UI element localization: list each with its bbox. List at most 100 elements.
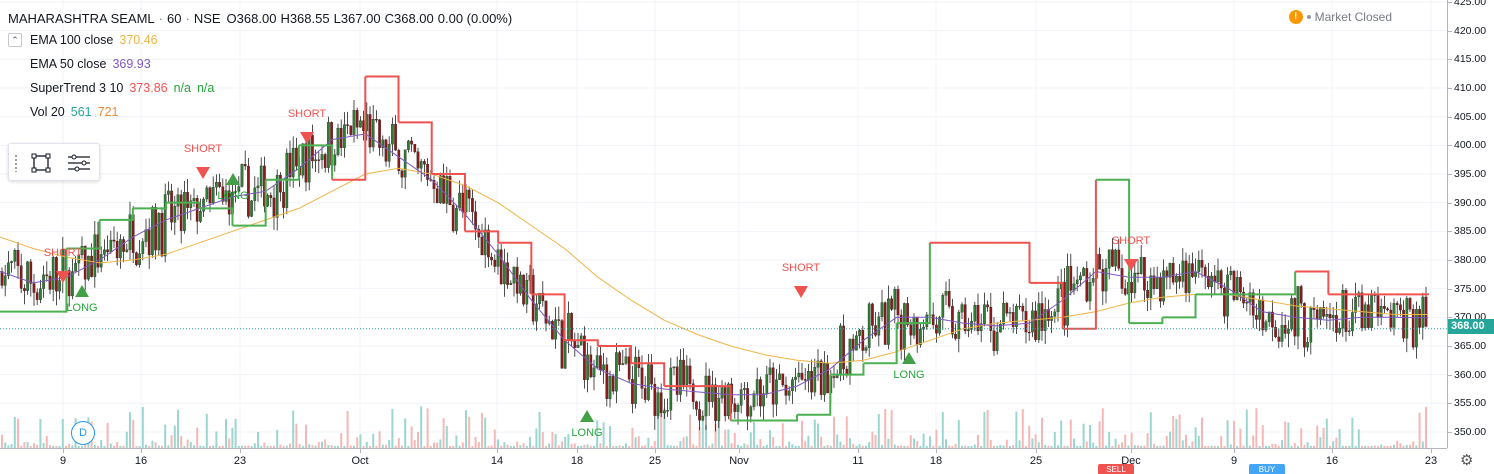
volume-bar (1108, 431, 1111, 448)
volume-bar (644, 445, 647, 448)
interval-label[interactable]: 60 (167, 10, 182, 26)
price-chart[interactable] (0, 0, 1447, 448)
volume-bar (762, 445, 765, 448)
buy-badge[interactable]: BUY (1249, 464, 1285, 474)
time-tick-label: 16 (1325, 455, 1339, 467)
candle-body (839, 325, 842, 375)
volume-bar (305, 424, 307, 448)
menu-lines-icon[interactable] (65, 149, 93, 177)
price-tickmark (1448, 374, 1452, 376)
candle-body (87, 255, 90, 280)
studies-legend: ⌃ EMA 100 close 370.46 EMA 50 close 369.93 Su… (8, 28, 512, 124)
candle-body (13, 250, 17, 262)
drag-grip-icon[interactable] (14, 154, 18, 172)
candle-body (432, 180, 436, 189)
volume-bar (164, 424, 167, 448)
volume-bar (1156, 445, 1159, 448)
candle-body (723, 387, 727, 417)
candle-body (48, 275, 52, 290)
volume-bar (1293, 442, 1296, 448)
volume-bar (1140, 445, 1143, 448)
volume-bar (209, 446, 211, 448)
volume-bar (669, 445, 672, 448)
volume-bar (612, 445, 615, 448)
market-status[interactable]: ! Market Closed (1288, 10, 1392, 24)
volume-bar (1245, 409, 1248, 448)
volume-bar (452, 445, 455, 448)
price-tickmark (1448, 260, 1452, 261)
candle-body (416, 151, 420, 169)
candle-body (647, 364, 650, 400)
volume-bar (881, 444, 883, 448)
candle-body (1165, 270, 1169, 278)
symbol-name[interactable]: MAHARASHTRA SEAML (8, 10, 155, 26)
study-legend-row[interactable]: Vol 20 561 721 (8, 100, 512, 124)
volume-bar (797, 445, 800, 448)
volume-bar (282, 445, 285, 448)
volume-bar (161, 445, 163, 448)
price-tickmark (1448, 317, 1452, 319)
volume-bar (1402, 445, 1405, 448)
candle-body (19, 265, 23, 289)
sell-badge[interactable]: SELL (1098, 464, 1134, 474)
candle-body (749, 406, 753, 417)
short-signal-label: SHORT (183, 143, 223, 155)
candle-body (864, 347, 868, 351)
volume-bar (145, 444, 147, 448)
warning-icon: ! (1288, 10, 1303, 24)
candle-body (851, 338, 855, 351)
drawing-toolbar (8, 143, 100, 181)
gear-icon[interactable]: ⚙ (1460, 452, 1474, 469)
volume-bar (1265, 445, 1267, 448)
volume-bar (516, 441, 519, 448)
candle-body (253, 187, 257, 201)
volume-bar (1261, 425, 1264, 448)
candle-body (106, 249, 109, 253)
volume-bar (509, 445, 512, 448)
volume-bar (365, 441, 368, 448)
volume-bar (951, 445, 954, 448)
candle-body (650, 364, 653, 385)
time-tick-label: Nov (729, 455, 749, 467)
volume-bar (1021, 409, 1024, 448)
dividend-event-marker[interactable]: D (71, 421, 95, 445)
time-tickmark (1332, 449, 1333, 453)
short-signal-label: SHORT (781, 262, 821, 274)
time-tickmark (936, 449, 937, 453)
chart-pane[interactable]: MAHARASHTRA SEAML · 60 · NSE O368.00 H368… (0, 0, 1447, 448)
price-axis[interactable]: 425.00 420.00 415.00 410.00 405.00 400.00 395.… (1447, 0, 1494, 448)
volume-bar (423, 445, 426, 448)
volume-bar (1316, 425, 1319, 448)
candle-body (707, 375, 711, 402)
candle-body (720, 387, 724, 399)
short-signal-arrow-icon (1124, 259, 1138, 271)
volume-bar (173, 425, 176, 448)
supertrend-segment (597, 345, 632, 364)
candle-body (691, 383, 695, 402)
collapse-legend-icon[interactable]: ⌃ (8, 33, 22, 47)
volume-bar (1345, 445, 1347, 448)
volume-bar (1383, 445, 1386, 448)
time-tick-label: 18 (929, 455, 943, 467)
study-legend-row[interactable]: ⌃ EMA 100 close 370.46 (8, 28, 512, 52)
time-axis[interactable]: SELL BUY 9 16 23 Oct 14 18 25 Nov 11 18 25 Dec 9 16 23 (0, 448, 1447, 474)
volume-bar (1313, 445, 1315, 448)
study-legend-row[interactable]: SuperTrend 3 10 373.86 n/a n/a (8, 76, 512, 100)
time-tick-label: 16 (134, 455, 148, 467)
rectangle-select-icon[interactable] (27, 149, 55, 177)
candle-body (154, 207, 157, 251)
volume-bar (583, 444, 586, 448)
candle-body (343, 124, 346, 148)
study-legend-row[interactable]: EMA 50 close 369.93 (8, 52, 512, 76)
study-value: 721 (97, 105, 119, 119)
candle-body (461, 192, 465, 213)
volume-bar (557, 445, 560, 448)
supertrend-segment (863, 323, 898, 365)
volume-bar (1338, 428, 1341, 448)
candle-body (919, 329, 922, 345)
volume-bar (487, 445, 490, 448)
volume-bar (561, 441, 563, 448)
study-value: 370.46 (119, 33, 158, 47)
volume-bar (1306, 442, 1309, 448)
volume-bar (1393, 444, 1395, 448)
